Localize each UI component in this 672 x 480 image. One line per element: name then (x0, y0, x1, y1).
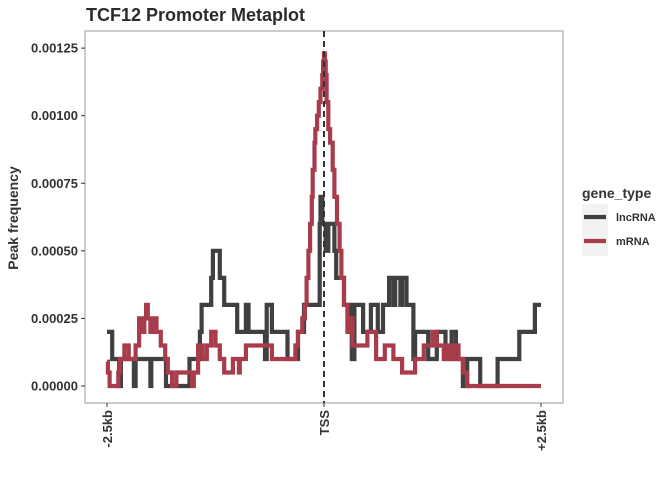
y-tick-label: 0.00100 (31, 108, 78, 123)
series-layer (105, 51, 541, 389)
y-tick-label: 0.00075 (31, 176, 78, 191)
legend: gene_type lncRNA mRNA (582, 185, 656, 256)
x-axis: -2.5kb TSS +2.5kb (100, 403, 549, 451)
y-tick-label: 0.00025 (31, 311, 78, 326)
y-axis-title: Peak frequency (5, 166, 21, 270)
series-line-mrna (105, 51, 541, 389)
y-tick-label: 0.00000 (31, 379, 78, 394)
legend-label-lncrna: lncRNA (616, 212, 656, 224)
chart-title: TCF12 Promoter Metaplot (86, 5, 305, 25)
x-tick-label: +2.5kb (534, 410, 549, 451)
x-tick-label: TSS (317, 410, 332, 436)
y-tick-label: 0.00050 (31, 243, 78, 258)
x-tick-label: -2.5kb (100, 410, 115, 448)
legend-title: gene_type (582, 185, 651, 201)
legend-key-background (582, 204, 608, 256)
legend-label-mrna: mRNA (616, 236, 650, 248)
y-axis: 0.00000 0.00025 0.00050 0.00075 0.00100 0.001… (31, 41, 85, 394)
y-tick-label: 0.00125 (31, 41, 78, 56)
